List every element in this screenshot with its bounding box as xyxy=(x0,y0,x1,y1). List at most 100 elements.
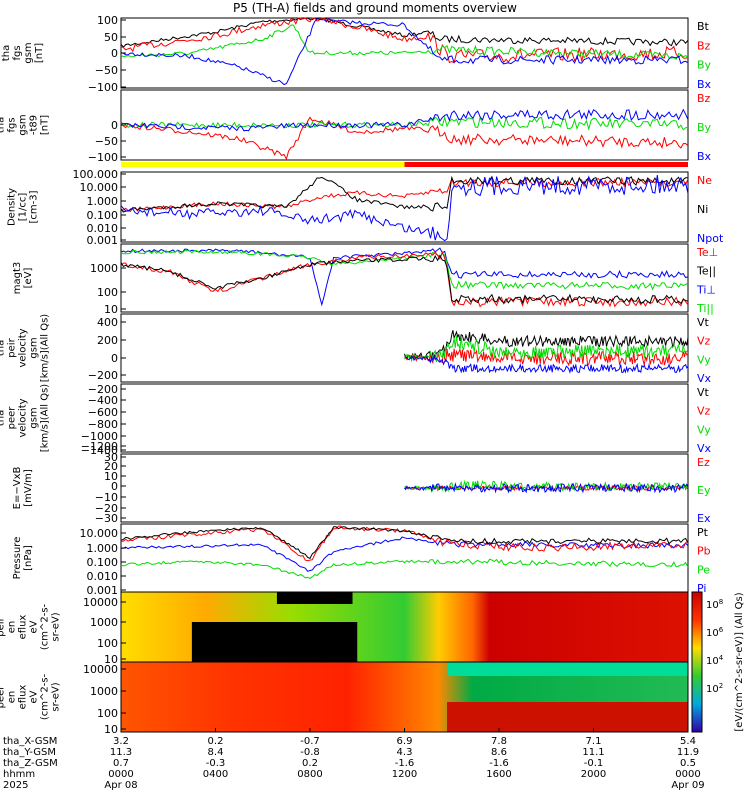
x-tick-label: Apr 09 xyxy=(671,780,704,791)
y-axis-label-line: [nT] xyxy=(40,115,51,135)
x-tick-label: 0400 xyxy=(203,769,228,780)
panel-frame xyxy=(120,453,689,523)
data-trace xyxy=(120,17,689,48)
x-tick-label: -0.1 xyxy=(584,758,604,769)
y-axis-label: tha peir velocity gsm [km/s](All Qs) xyxy=(0,314,51,382)
data-trace xyxy=(120,116,689,161)
legend-entry: Vt xyxy=(697,316,710,329)
y-axis-label-line: gsm xyxy=(29,337,40,358)
colorbar-tick-label: 106 xyxy=(706,626,724,639)
data-trace xyxy=(120,17,689,86)
y-axis-label-line: sr-eV) xyxy=(51,682,62,711)
y-axis-label-line: Pressure xyxy=(12,537,23,580)
x-tick-label: 0000 xyxy=(108,769,133,780)
y-tick-label: 0 xyxy=(111,480,118,493)
y-axis-label-line: eV xyxy=(29,620,40,633)
y-axis-label-line: [km/s](All Qs) xyxy=(40,384,51,452)
y-tick-label: −200 xyxy=(88,383,118,396)
y-axis-label-line: eflux xyxy=(18,685,29,710)
y-tick-label: −1400 xyxy=(81,444,118,457)
legend-entry: Vx xyxy=(697,372,712,385)
y-tick-label: 0.001 xyxy=(87,234,119,247)
x-tick-label: -0.8 xyxy=(300,747,320,758)
y-tick-label: −1200 xyxy=(81,440,118,453)
y-axis-label-line: [cm-3] xyxy=(29,190,40,223)
x-tick-label: 0800 xyxy=(297,769,322,780)
y-tick-label: −20 xyxy=(95,502,118,515)
legend-entry: Vz xyxy=(697,335,711,348)
y-tick-label: −50 xyxy=(95,64,118,77)
y-axis-label-line: peir xyxy=(0,616,7,636)
x-tick-label: 1600 xyxy=(486,769,511,780)
data-trace xyxy=(120,526,689,560)
y-tick-label: 10000 xyxy=(83,596,118,609)
y-tick-label: 100 xyxy=(97,286,118,299)
data-trace xyxy=(120,247,689,307)
mode-bar-segment xyxy=(121,162,405,167)
legend-entry: Pe xyxy=(697,563,710,576)
legend-entry: Bt xyxy=(697,20,710,33)
y-tick-label: 10 xyxy=(104,303,118,316)
x-tick-label: 7.1 xyxy=(586,736,602,747)
y-axis-label-line: tha xyxy=(0,410,7,426)
panel-peer-eflux: 10000 1000 100 10 thapeerenefluxeV(cm^2-s-sr… xyxy=(0,661,689,736)
y-tick-label: 0.010 xyxy=(87,570,119,583)
legend-entry: Vy xyxy=(697,353,711,366)
legend-entry: Pt xyxy=(697,526,709,539)
x-axis-row-label: 2025 xyxy=(3,780,28,791)
x-tick-label: 11.1 xyxy=(582,747,604,758)
y-tick-label: 200 xyxy=(97,334,118,347)
y-tick-label: −100 xyxy=(88,151,118,164)
legend-entry: Vy xyxy=(697,423,711,436)
y-tick-label: 20 xyxy=(104,460,118,473)
y-tick-label: 1.000 xyxy=(87,542,119,555)
y-axis-label-line: velocity xyxy=(18,328,29,367)
mode-bar-segment xyxy=(404,162,688,167)
y-tick-label: 0 xyxy=(111,47,118,60)
y-tick-label: 1000 xyxy=(90,262,118,275)
x-tick-label: 3.2 xyxy=(113,736,129,747)
data-trace xyxy=(120,108,689,132)
no-data-region xyxy=(276,592,353,604)
legend-entry: Ne xyxy=(697,174,712,187)
y-axis-label-line: [nPa] xyxy=(23,545,34,571)
data-trace xyxy=(404,484,689,492)
y-axis-label: magt3 [eV] xyxy=(12,262,34,295)
x-tick-label: Apr 08 xyxy=(104,780,137,791)
y-tick-label: −800 xyxy=(88,418,118,431)
legend-entry: Bz xyxy=(697,39,711,52)
y-axis-label-line: gsm xyxy=(29,407,40,428)
y-axis-label: tha fgs gsm [nT] xyxy=(1,42,45,63)
colorbar-tick-label: 102 xyxy=(706,682,723,695)
x-tick-label: 5.4 xyxy=(680,736,696,747)
y-tick-label: 50 xyxy=(104,31,118,44)
y-axis-label-line: fgs xyxy=(12,45,23,60)
x-tick-label: -1.6 xyxy=(395,758,415,769)
data-trace xyxy=(120,558,689,579)
x-tick-label: 6.9 xyxy=(397,736,413,747)
x-tick-label: 8.4 xyxy=(208,747,224,758)
y-axis-label-line: peir xyxy=(7,337,18,357)
y-axis-label-line: Density xyxy=(7,188,18,226)
legend-entry: Bx xyxy=(697,150,712,163)
data-trace xyxy=(121,536,689,572)
y-axis-label-line: sr-eV) xyxy=(51,612,62,641)
legend-entry: Npot xyxy=(697,232,724,245)
panel-frame xyxy=(120,313,689,383)
y-axis-label-line: [1/cc] xyxy=(18,193,29,222)
data-trace xyxy=(404,347,689,367)
y-axis-label-line: velocity xyxy=(18,398,29,437)
y-tick-label: 0.100 xyxy=(87,209,119,222)
spectrogram-band xyxy=(447,702,688,732)
y-tick-label: 10 xyxy=(104,723,118,736)
legend-entry: By xyxy=(697,121,712,134)
y-tick-label: −100 xyxy=(88,81,118,94)
y-axis-label: thapeerenefluxeV(cm^2-s-sr-eV) xyxy=(0,673,62,720)
y-axis-label-line: magt3 xyxy=(12,262,23,295)
y-axis-label-line: eV xyxy=(29,690,40,703)
panel-frame xyxy=(120,383,689,453)
x-tick-label: 1200 xyxy=(392,769,417,780)
panel-peir-eflux: 10000 1000 100 10 thapeirenefluxeV(cm^2-s-sr… xyxy=(0,591,689,666)
y-axis-label: tha peer velocity gsm [km/s](All Qs) xyxy=(0,384,51,452)
